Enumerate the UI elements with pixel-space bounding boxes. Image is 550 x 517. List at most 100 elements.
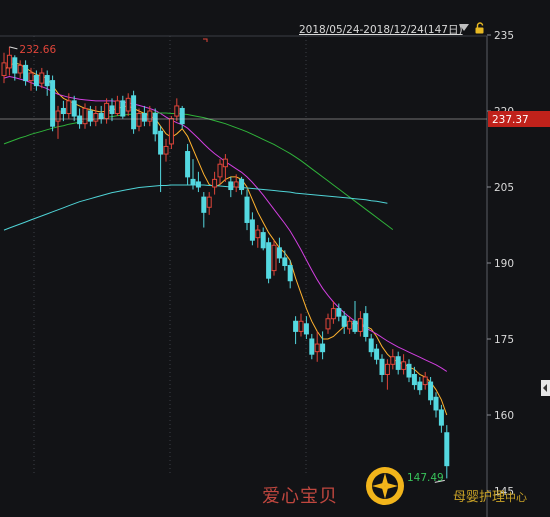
- candle-46[interactable]: [249, 212, 255, 246]
- candle-22[interactable]: [120, 95, 126, 119]
- candle-23[interactable]: [125, 93, 131, 117]
- y-tick-label-160: 160: [494, 410, 514, 422]
- candle-3[interactable]: [17, 60, 23, 79]
- candle-body-down: [12, 57, 18, 74]
- candle-57[interactable]: [309, 333, 315, 360]
- candle-body-down: [438, 409, 444, 426]
- candle-0[interactable]: [1, 52, 7, 84]
- candle-41[interactable]: [222, 154, 228, 182]
- candle-62[interactable]: [336, 303, 342, 322]
- candle-2[interactable]: [12, 55, 18, 81]
- candle-5[interactable]: [28, 67, 34, 91]
- candle-44[interactable]: [239, 176, 245, 195]
- candle-16[interactable]: [87, 105, 93, 127]
- candle-70[interactable]: [379, 354, 385, 383]
- candle-body-up: [39, 72, 45, 84]
- candle-body-up: [384, 363, 390, 375]
- candle-79[interactable]: [428, 377, 434, 405]
- candle-68[interactable]: [368, 333, 374, 357]
- candle-50[interactable]: [271, 240, 277, 276]
- scroll-left-button[interactable]: [541, 380, 550, 396]
- candle-54[interactable]: [293, 316, 299, 345]
- candle-30[interactable]: [163, 138, 169, 162]
- candle-28[interactable]: [152, 108, 158, 142]
- candle-53[interactable]: [287, 260, 293, 289]
- candle-59[interactable]: [320, 331, 326, 360]
- candle-43[interactable]: [233, 174, 239, 193]
- candle-15[interactable]: [82, 103, 88, 129]
- candle-64[interactable]: [347, 316, 353, 334]
- candle-75[interactable]: [406, 359, 412, 383]
- candle-10[interactable]: [55, 105, 61, 139]
- candle-69[interactable]: [374, 344, 380, 365]
- candle-67[interactable]: [363, 306, 369, 342]
- candle-18[interactable]: [98, 105, 104, 124]
- candle-14[interactable]: [77, 108, 83, 129]
- candle-63[interactable]: [341, 311, 347, 334]
- candle-81[interactable]: [438, 404, 444, 433]
- candle-77[interactable]: [417, 377, 423, 395]
- candle-51[interactable]: [276, 237, 282, 263]
- candle-66[interactable]: [357, 311, 363, 337]
- candle-34[interactable]: [185, 143, 191, 185]
- candle-40[interactable]: [217, 159, 223, 185]
- candle-38[interactable]: [206, 192, 212, 215]
- candle-13[interactable]: [71, 95, 77, 122]
- candle-20[interactable]: [109, 98, 115, 122]
- candle-74[interactable]: [401, 354, 407, 375]
- candle-55[interactable]: [298, 313, 304, 337]
- low-marker-line: [434, 479, 445, 483]
- candle-39[interactable]: [212, 171, 218, 195]
- candle-58[interactable]: [314, 331, 320, 362]
- candle-24[interactable]: [131, 90, 137, 134]
- candle-9[interactable]: [50, 75, 56, 132]
- candle-49[interactable]: [266, 237, 272, 284]
- candle-4[interactable]: [23, 60, 29, 86]
- candle-31[interactable]: [168, 116, 174, 149]
- candle-body-up: [174, 105, 180, 117]
- price-markers: 237.37 232.66 147.49: [0, 38, 550, 484]
- candle-body-down: [406, 363, 412, 378]
- candle-8[interactable]: [44, 70, 50, 96]
- candles[interactable]: [1, 46, 450, 479]
- candle-60[interactable]: [325, 313, 331, 334]
- candle-82[interactable]: [444, 425, 450, 479]
- candle-61[interactable]: [330, 301, 336, 324]
- candle-35[interactable]: [190, 159, 196, 190]
- candle-65[interactable]: [352, 301, 358, 334]
- candle-21[interactable]: [114, 95, 120, 117]
- candle-73[interactable]: [395, 351, 401, 375]
- candle-11[interactable]: [60, 100, 66, 122]
- candle-45[interactable]: [244, 189, 250, 231]
- candle-72[interactable]: [390, 349, 396, 370]
- candle-47[interactable]: [255, 225, 261, 248]
- candle-80[interactable]: [433, 392, 439, 418]
- date-range-dropdown-icon[interactable]: [459, 24, 469, 31]
- candle-33[interactable]: [179, 105, 185, 129]
- candle-78[interactable]: [422, 371, 428, 390]
- candle-48[interactable]: [260, 227, 266, 251]
- candle-17[interactable]: [93, 105, 99, 127]
- candle-body-down: [87, 110, 93, 122]
- candle-71[interactable]: [384, 359, 390, 390]
- candle-36[interactable]: [195, 171, 201, 193]
- candle-25[interactable]: [136, 108, 142, 132]
- candle-37[interactable]: [201, 192, 207, 228]
- date-range-label[interactable]: 2018/05/24-2018/12/24(147日): [299, 24, 463, 36]
- candle-12[interactable]: [66, 93, 72, 119]
- lock-icon[interactable]: [474, 22, 486, 34]
- candle-76[interactable]: [411, 366, 417, 390]
- candle-6[interactable]: [33, 70, 39, 91]
- candle-1[interactable]: [6, 46, 12, 76]
- candle-56[interactable]: [303, 316, 309, 339]
- candle-19[interactable]: [104, 98, 110, 124]
- candle-32[interactable]: [174, 98, 180, 122]
- candle-42[interactable]: [228, 176, 234, 198]
- candle-body-down: [131, 95, 137, 130]
- candle-29[interactable]: [158, 126, 164, 193]
- candle-52[interactable]: [282, 250, 288, 271]
- candle-7[interactable]: [39, 67, 45, 89]
- candle-27[interactable]: [147, 105, 153, 127]
- candle-26[interactable]: [141, 105, 147, 127]
